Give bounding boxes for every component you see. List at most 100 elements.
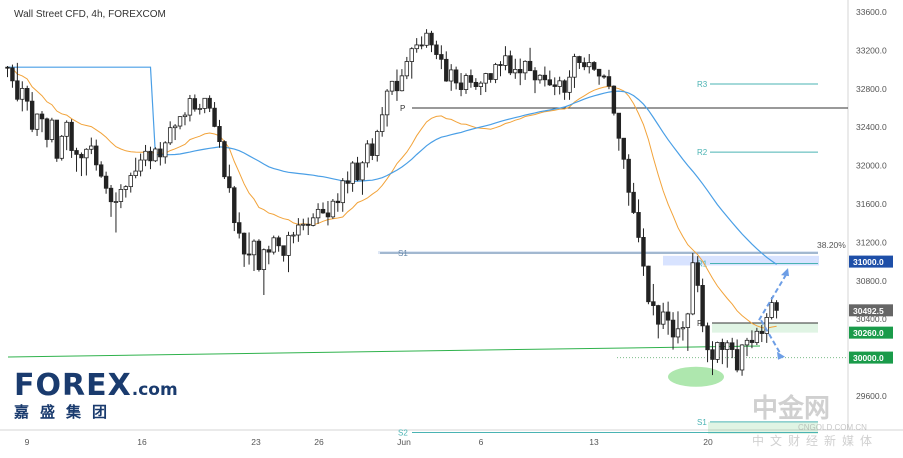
candle-body [414,44,419,50]
candle-body [394,80,400,92]
candle-body [89,145,94,150]
candle-body [498,64,503,66]
candle-body [325,212,331,218]
candle-body [69,121,74,151]
resistance-zone [663,255,819,266]
candle-body [759,330,764,334]
candle-body [306,223,311,226]
candle-body [434,44,439,55]
x-tick-label: 26 [314,437,324,447]
candle-body [532,70,538,81]
candle-body [483,73,488,84]
y-tick-label: 31600.0 [856,199,887,209]
candle-body [15,80,20,100]
candle-body [587,62,592,68]
candle-body [251,240,257,256]
candle-body [350,162,355,184]
candle-body [557,80,562,87]
candle-body [513,69,518,74]
candle-body [335,200,341,204]
candle-body [542,74,548,81]
candle-body [217,126,222,142]
candle-body [296,224,301,236]
candle-body [84,148,89,159]
candle-body [537,74,543,81]
candle-body [315,208,321,219]
candle-body [59,135,64,159]
candle-body [769,302,774,318]
candle-body [320,208,326,214]
candle-body [34,113,40,130]
candle-body [266,249,271,253]
candle-body [720,342,725,350]
candle-body [345,180,350,184]
candle-body [79,153,84,159]
price-tag-label: 30260.0 [853,328,884,338]
candle-body [399,75,405,92]
candle-body [488,73,493,80]
candle-body [680,327,686,330]
candle-body [448,69,454,82]
bearish-path-arrow [760,319,782,356]
candle-body [276,237,281,247]
candle-body [458,82,464,90]
candle-body [389,80,395,92]
bullish-arrowhead [781,268,789,277]
candle-body [444,58,449,82]
candle-body [572,56,577,78]
logo-suffix: .com [131,380,178,400]
candle-body [163,142,168,158]
s1-zone [708,421,818,434]
watermark-tagline: 中文财经新媒体 [752,434,879,448]
candle-body [409,48,414,62]
candle-body [508,55,513,74]
candle-body [192,98,198,110]
price-tag [849,304,893,317]
candle-body [601,75,607,78]
candle-body [167,127,173,144]
candle-body [473,81,479,87]
trendline [7,345,761,358]
candle-body [562,80,567,93]
candle-body [690,262,695,315]
x-tick-label: 9 [25,437,30,447]
pivot-label: S1 [697,418,707,427]
y-tick-label: 29600.0 [856,391,887,401]
candle-body [123,186,129,190]
candle-body [44,118,50,140]
candle-body [527,60,533,72]
x-tick-label: 16 [137,437,147,447]
pivot-label: R2 [697,148,708,157]
x-tick-label: 23 [251,437,261,447]
fib-label: 38.20% [817,240,846,250]
chart-title: Wall Street CFD, 4h, FOREXCOM [14,9,166,20]
candle-body [222,141,227,178]
candle-body [670,319,676,338]
price-tag [849,255,893,268]
candle-body [172,125,178,129]
candle-body [197,108,202,110]
candle-body [158,148,163,158]
candle-body [271,237,276,253]
candle-body [419,44,424,47]
candle-body [606,76,612,87]
support-trendline [7,345,761,358]
pivot-levels: P R3 R2 S1 S2 R1 P S1 38.20% [380,80,848,437]
bearish-arrowhead [777,351,785,360]
candle-body [379,114,385,132]
candle-body [286,234,291,256]
candle-body [685,313,691,328]
candle-body [567,76,572,93]
candle-body [453,69,459,84]
candle-body [103,175,109,189]
candle-body [340,180,345,204]
candle-body [468,75,474,83]
candle-body [256,240,262,270]
logo-brand: FOREX [14,368,132,403]
x-tick-label: 6 [479,437,484,447]
candle-body [631,191,636,213]
candle-body [493,64,498,80]
candle-body [281,245,286,256]
candle-body [187,98,193,116]
